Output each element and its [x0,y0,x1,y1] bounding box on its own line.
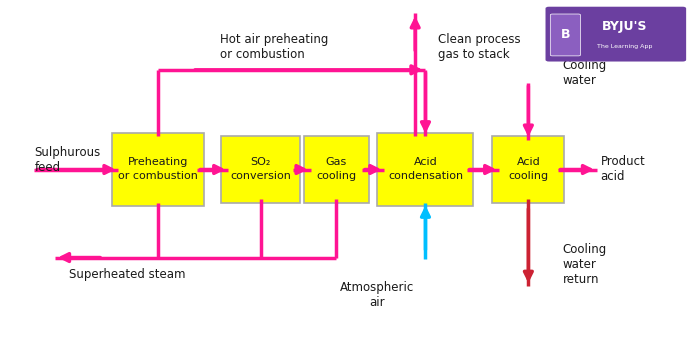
Text: The Learning App: The Learning App [596,44,652,49]
FancyBboxPatch shape [221,136,300,203]
FancyBboxPatch shape [377,133,473,206]
Text: Preheating
or combustion: Preheating or combustion [118,158,198,181]
Text: Atmospheric
air: Atmospheric air [340,281,414,309]
FancyBboxPatch shape [550,14,580,56]
Text: Clean process
gas to stack: Clean process gas to stack [438,33,520,61]
Text: Acid
condensation: Acid condensation [388,158,463,181]
Text: Acid
cooling: Acid cooling [508,158,548,181]
Text: Superheated steam: Superheated steam [69,268,186,281]
FancyBboxPatch shape [545,7,686,62]
Text: Gas
cooling: Gas cooling [316,158,356,181]
Text: Cooling
water
return: Cooling water return [563,243,607,286]
Text: B: B [561,28,570,41]
FancyBboxPatch shape [492,136,564,203]
Text: Cooling
water: Cooling water [563,59,607,87]
FancyBboxPatch shape [111,133,204,206]
Text: BYJU'S: BYJU'S [601,20,647,33]
Text: Hot air preheating
or combustion: Hot air preheating or combustion [220,33,328,61]
Text: SO₂
conversion: SO₂ conversion [230,158,291,181]
FancyBboxPatch shape [304,136,369,203]
Text: Sulphurous
feed: Sulphurous feed [34,145,101,174]
Text: Product
acid: Product acid [601,156,645,183]
